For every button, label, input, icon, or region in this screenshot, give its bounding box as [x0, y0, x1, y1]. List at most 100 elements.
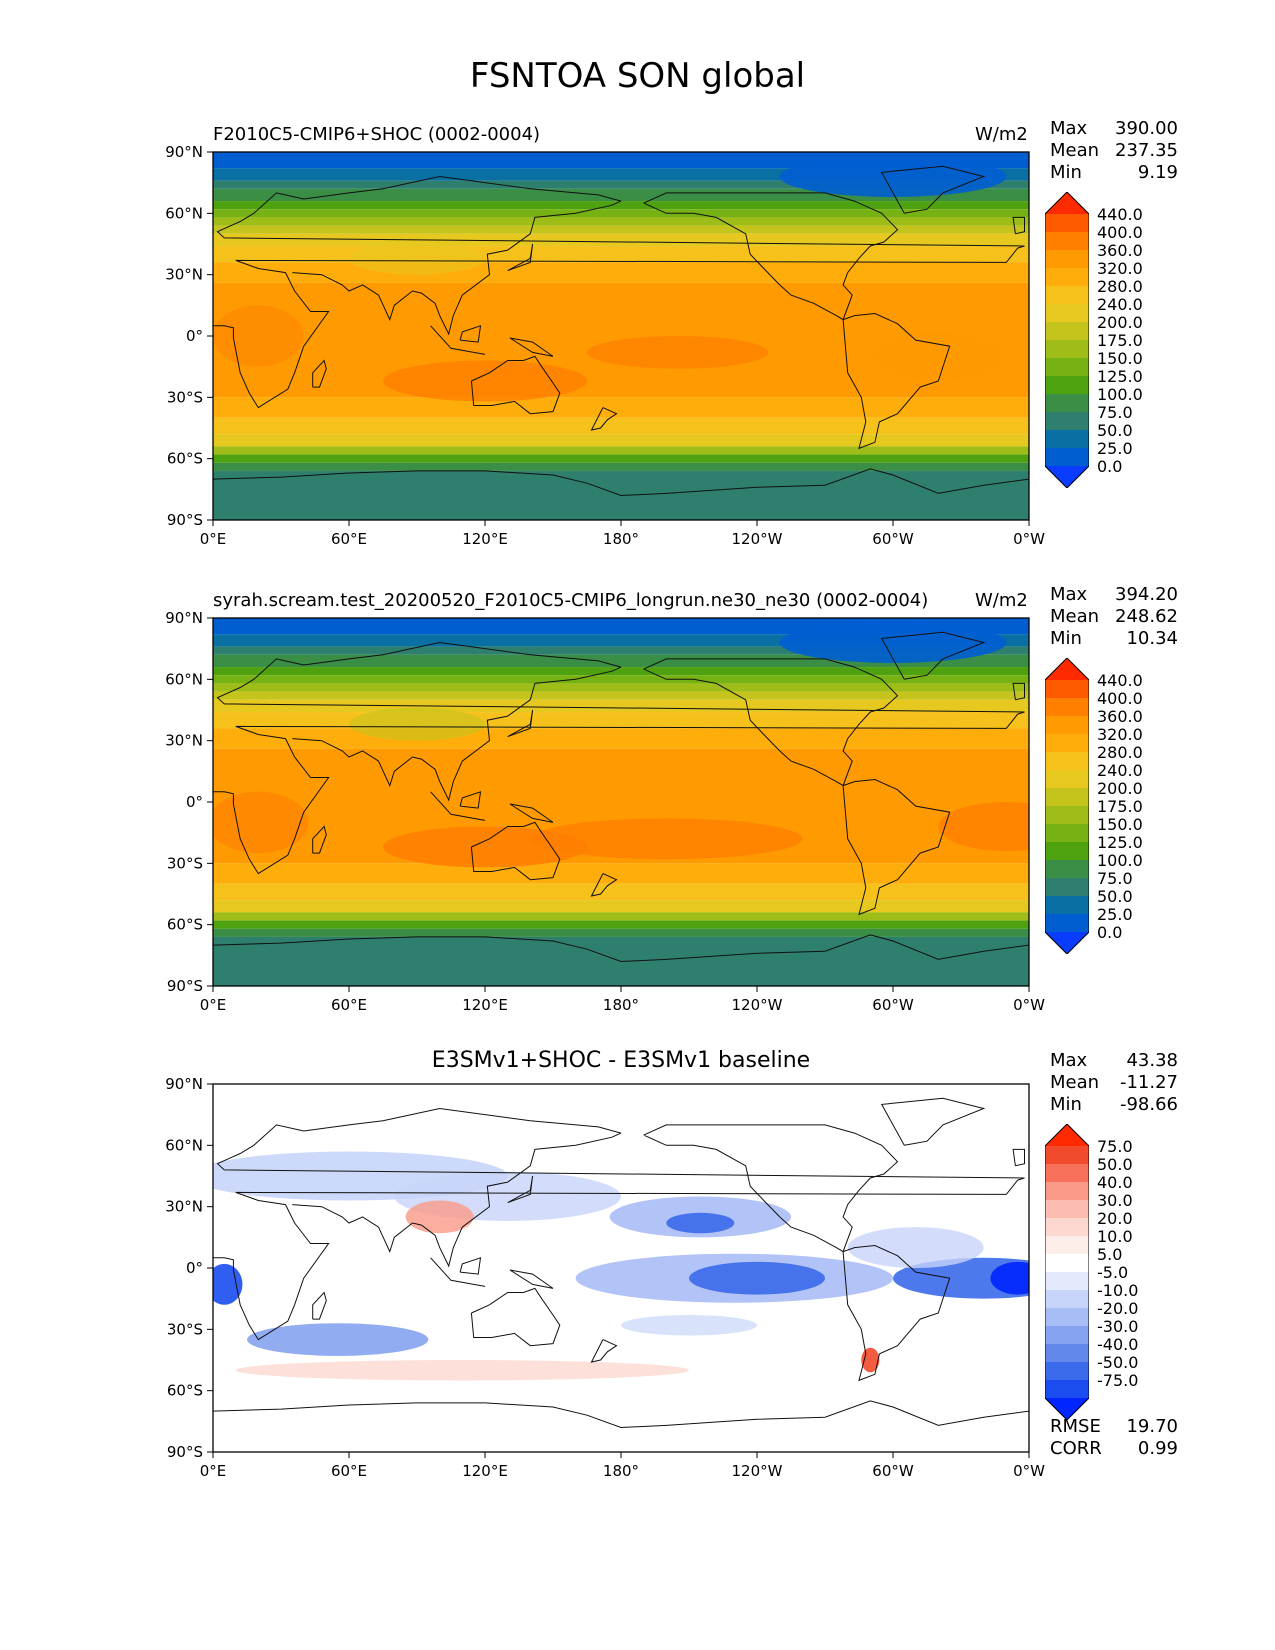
rmse-label: RMSE	[1050, 1416, 1101, 1437]
field-patch	[349, 707, 485, 741]
lon-tick-label: 0°E	[200, 1462, 227, 1480]
colorbar-segment	[1045, 734, 1089, 753]
colorbar-segment	[1045, 1254, 1089, 1273]
figure-title: FSNTOA SON global	[469, 56, 806, 96]
field-band	[213, 667, 1029, 676]
lat-tick-label: 90°N	[165, 609, 203, 627]
panel-title: E3SMv1+SHOC - E3SMv1 baseline	[431, 1048, 811, 1073]
lat-tick-label: 90°S	[167, 1443, 203, 1461]
lat-tick-label: 90°S	[167, 977, 203, 995]
field-band	[213, 748, 1029, 778]
panel-reference-model: syrah.scream.test_20200520_F2010C5-CMIP6…	[0, 584, 1275, 1046]
coastline	[213, 934, 1029, 963]
coastline	[509, 1269, 554, 1289]
field-band	[213, 233, 1029, 247]
lat-tick-label: 30°S	[167, 1320, 203, 1338]
units-label: W/m2	[975, 590, 1028, 611]
lon-tick-label: 60°W	[872, 996, 914, 1014]
colorbar-segment	[1045, 448, 1089, 467]
colorbar-level-label: 75.0	[1097, 869, 1133, 888]
colorbar-level-label: 320.0	[1097, 259, 1143, 278]
lat-tick-label: 60°N	[165, 670, 203, 688]
coastline	[842, 312, 951, 450]
lon-tick-label: 120°E	[462, 1462, 508, 1480]
colorbar-segment	[1045, 1218, 1089, 1237]
corr-value: 0.99	[1137, 1438, 1178, 1459]
colorbar-segment	[1045, 268, 1089, 287]
stat-mean-label: Mean	[1050, 606, 1100, 627]
colorbar-segment	[1045, 394, 1089, 413]
lat-tick-label: 60°S	[167, 1382, 203, 1400]
field-band	[213, 180, 1029, 189]
colorbar-segment	[1045, 716, 1089, 735]
colorbar: 75.0 50.0 40.0 30.0 20.0 10.0 5.0 -5.0 -10.0 -20.…	[1044, 1123, 1138, 1424]
colorbar-segment	[1045, 1182, 1089, 1201]
field-band	[213, 225, 1029, 234]
coastline	[213, 468, 1029, 497]
colorbar-segment	[1045, 788, 1089, 807]
field-patch	[779, 156, 1007, 197]
map-field	[213, 1084, 1029, 1452]
lon-tick-label: 0°W	[1013, 530, 1045, 548]
coastline	[292, 1132, 622, 1268]
field-patch	[383, 360, 587, 402]
lon-tick-label: 120°W	[732, 530, 783, 548]
lat-tick-label: 60°S	[167, 450, 203, 468]
stat-max-label: Max	[1050, 1050, 1088, 1071]
lon-tick-label: 180°	[603, 1462, 639, 1480]
colorbar-extend-bottom	[1045, 1398, 1089, 1420]
colorbar-segment	[1045, 806, 1089, 825]
coastline	[459, 1257, 482, 1275]
colorbar-svg	[1044, 191, 1090, 489]
coastline	[213, 1191, 1007, 1341]
field-band	[213, 728, 1029, 749]
colorbar-extend-top	[1045, 658, 1089, 680]
field-patch	[530, 818, 803, 860]
coastline	[459, 791, 482, 809]
colorbar-level-label: -30.0	[1097, 1317, 1139, 1336]
lat-tick-label: 30°N	[165, 266, 203, 284]
field-band	[213, 201, 1029, 210]
map-plot: 90°N 60°N 30°N 0° 30°S 60°S 90°S0°E 60°E 120°E 18…	[165, 1075, 1045, 1480]
coastlines	[213, 165, 1029, 497]
field-band	[213, 900, 1029, 913]
lon-tick-label: 60°E	[331, 530, 367, 548]
colorbar-segment	[1045, 824, 1089, 843]
colorbar-segment	[1045, 914, 1089, 933]
colorbar-level-label: -50.0	[1097, 1353, 1139, 1372]
colorbar-segment	[1045, 1362, 1089, 1381]
field-patch	[666, 1212, 735, 1234]
colorbar-level-label: 125.0	[1097, 833, 1143, 852]
field-band	[213, 928, 1029, 937]
field-patch	[213, 1263, 243, 1305]
coastline	[470, 355, 561, 415]
coastline	[590, 1339, 618, 1363]
colorbar-level-label: 360.0	[1097, 707, 1143, 726]
stat-min-value: -98.66	[1119, 1094, 1178, 1115]
stat-min-value: 10.34	[1126, 628, 1178, 649]
colorbar-labels: 75.0 50.0 40.0 30.0 20.0 10.0 5.0 -5.0 -10.0 -20.…	[1097, 1138, 1138, 1390]
lat-tick-label: 0°	[186, 793, 203, 811]
colorbar-segment	[1045, 1272, 1089, 1291]
colorbar-level-label: 400.0	[1097, 689, 1143, 708]
field-band	[213, 246, 1029, 263]
field-band	[213, 454, 1029, 463]
stat-min-label: Min	[1050, 628, 1082, 649]
colorbar-level-label: 100.0	[1097, 851, 1143, 870]
coastline	[509, 803, 554, 823]
colorbar-segment	[1045, 752, 1089, 771]
coastline	[470, 821, 561, 881]
coastline	[430, 791, 486, 821]
field-band	[213, 691, 1029, 700]
colorbar-segment	[1045, 1146, 1089, 1165]
colorbar-level-label: -20.0	[1097, 1299, 1139, 1318]
lon-tick-label: 0°W	[1013, 996, 1045, 1014]
stat-max-value: 390.00	[1115, 118, 1178, 139]
lat-tick-label: 30°N	[165, 1198, 203, 1216]
colorbar-segment	[1045, 340, 1089, 359]
lat-tick-label: 0°	[186, 1259, 203, 1277]
field-band	[213, 262, 1029, 283]
stat-max-label: Max	[1050, 584, 1088, 605]
stat-mean-value: -11.27	[1119, 1072, 1178, 1093]
colorbar-level-label: 20.0	[1097, 1209, 1133, 1228]
